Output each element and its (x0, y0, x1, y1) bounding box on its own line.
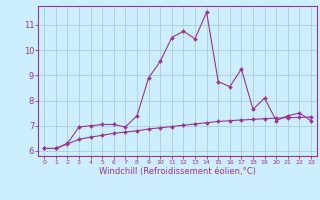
X-axis label: Windchill (Refroidissement éolien,°C): Windchill (Refroidissement éolien,°C) (99, 167, 256, 176)
